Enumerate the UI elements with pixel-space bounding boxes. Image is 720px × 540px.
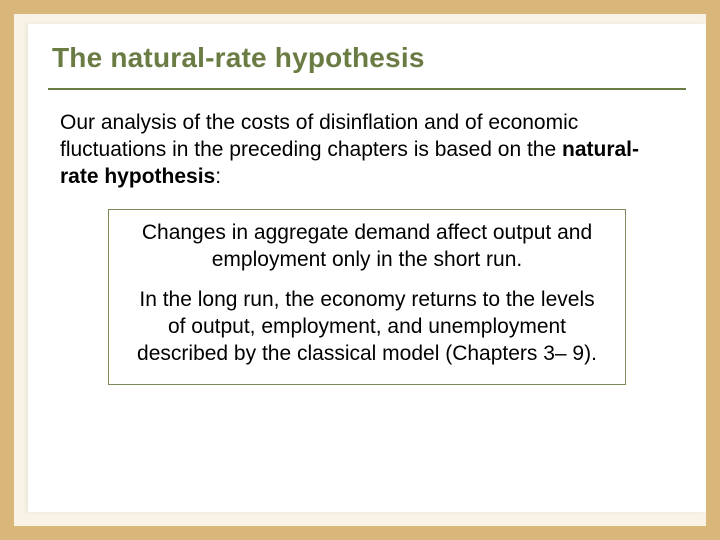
slide-frame: The natural-rate hypothesis Our analysis… [14, 14, 706, 526]
slide-title: The natural-rate hypothesis [52, 42, 682, 74]
callout-paragraph-2: In the long run, the economy returns to … [133, 287, 601, 368]
body-area: Our analysis of the costs of disinflatio… [28, 90, 706, 385]
title-area: The natural-rate hypothesis [28, 24, 706, 82]
intro-text-prefix: Our analysis of the costs of disinflatio… [60, 111, 578, 161]
intro-paragraph: Our analysis of the costs of disinflatio… [60, 110, 674, 191]
intro-text-suffix: : [215, 165, 221, 188]
callout-paragraph-1: Changes in aggregate demand affect outpu… [133, 220, 601, 274]
slide-card: The natural-rate hypothesis Our analysis… [28, 24, 706, 512]
callout-box: Changes in aggregate demand affect outpu… [108, 209, 626, 385]
